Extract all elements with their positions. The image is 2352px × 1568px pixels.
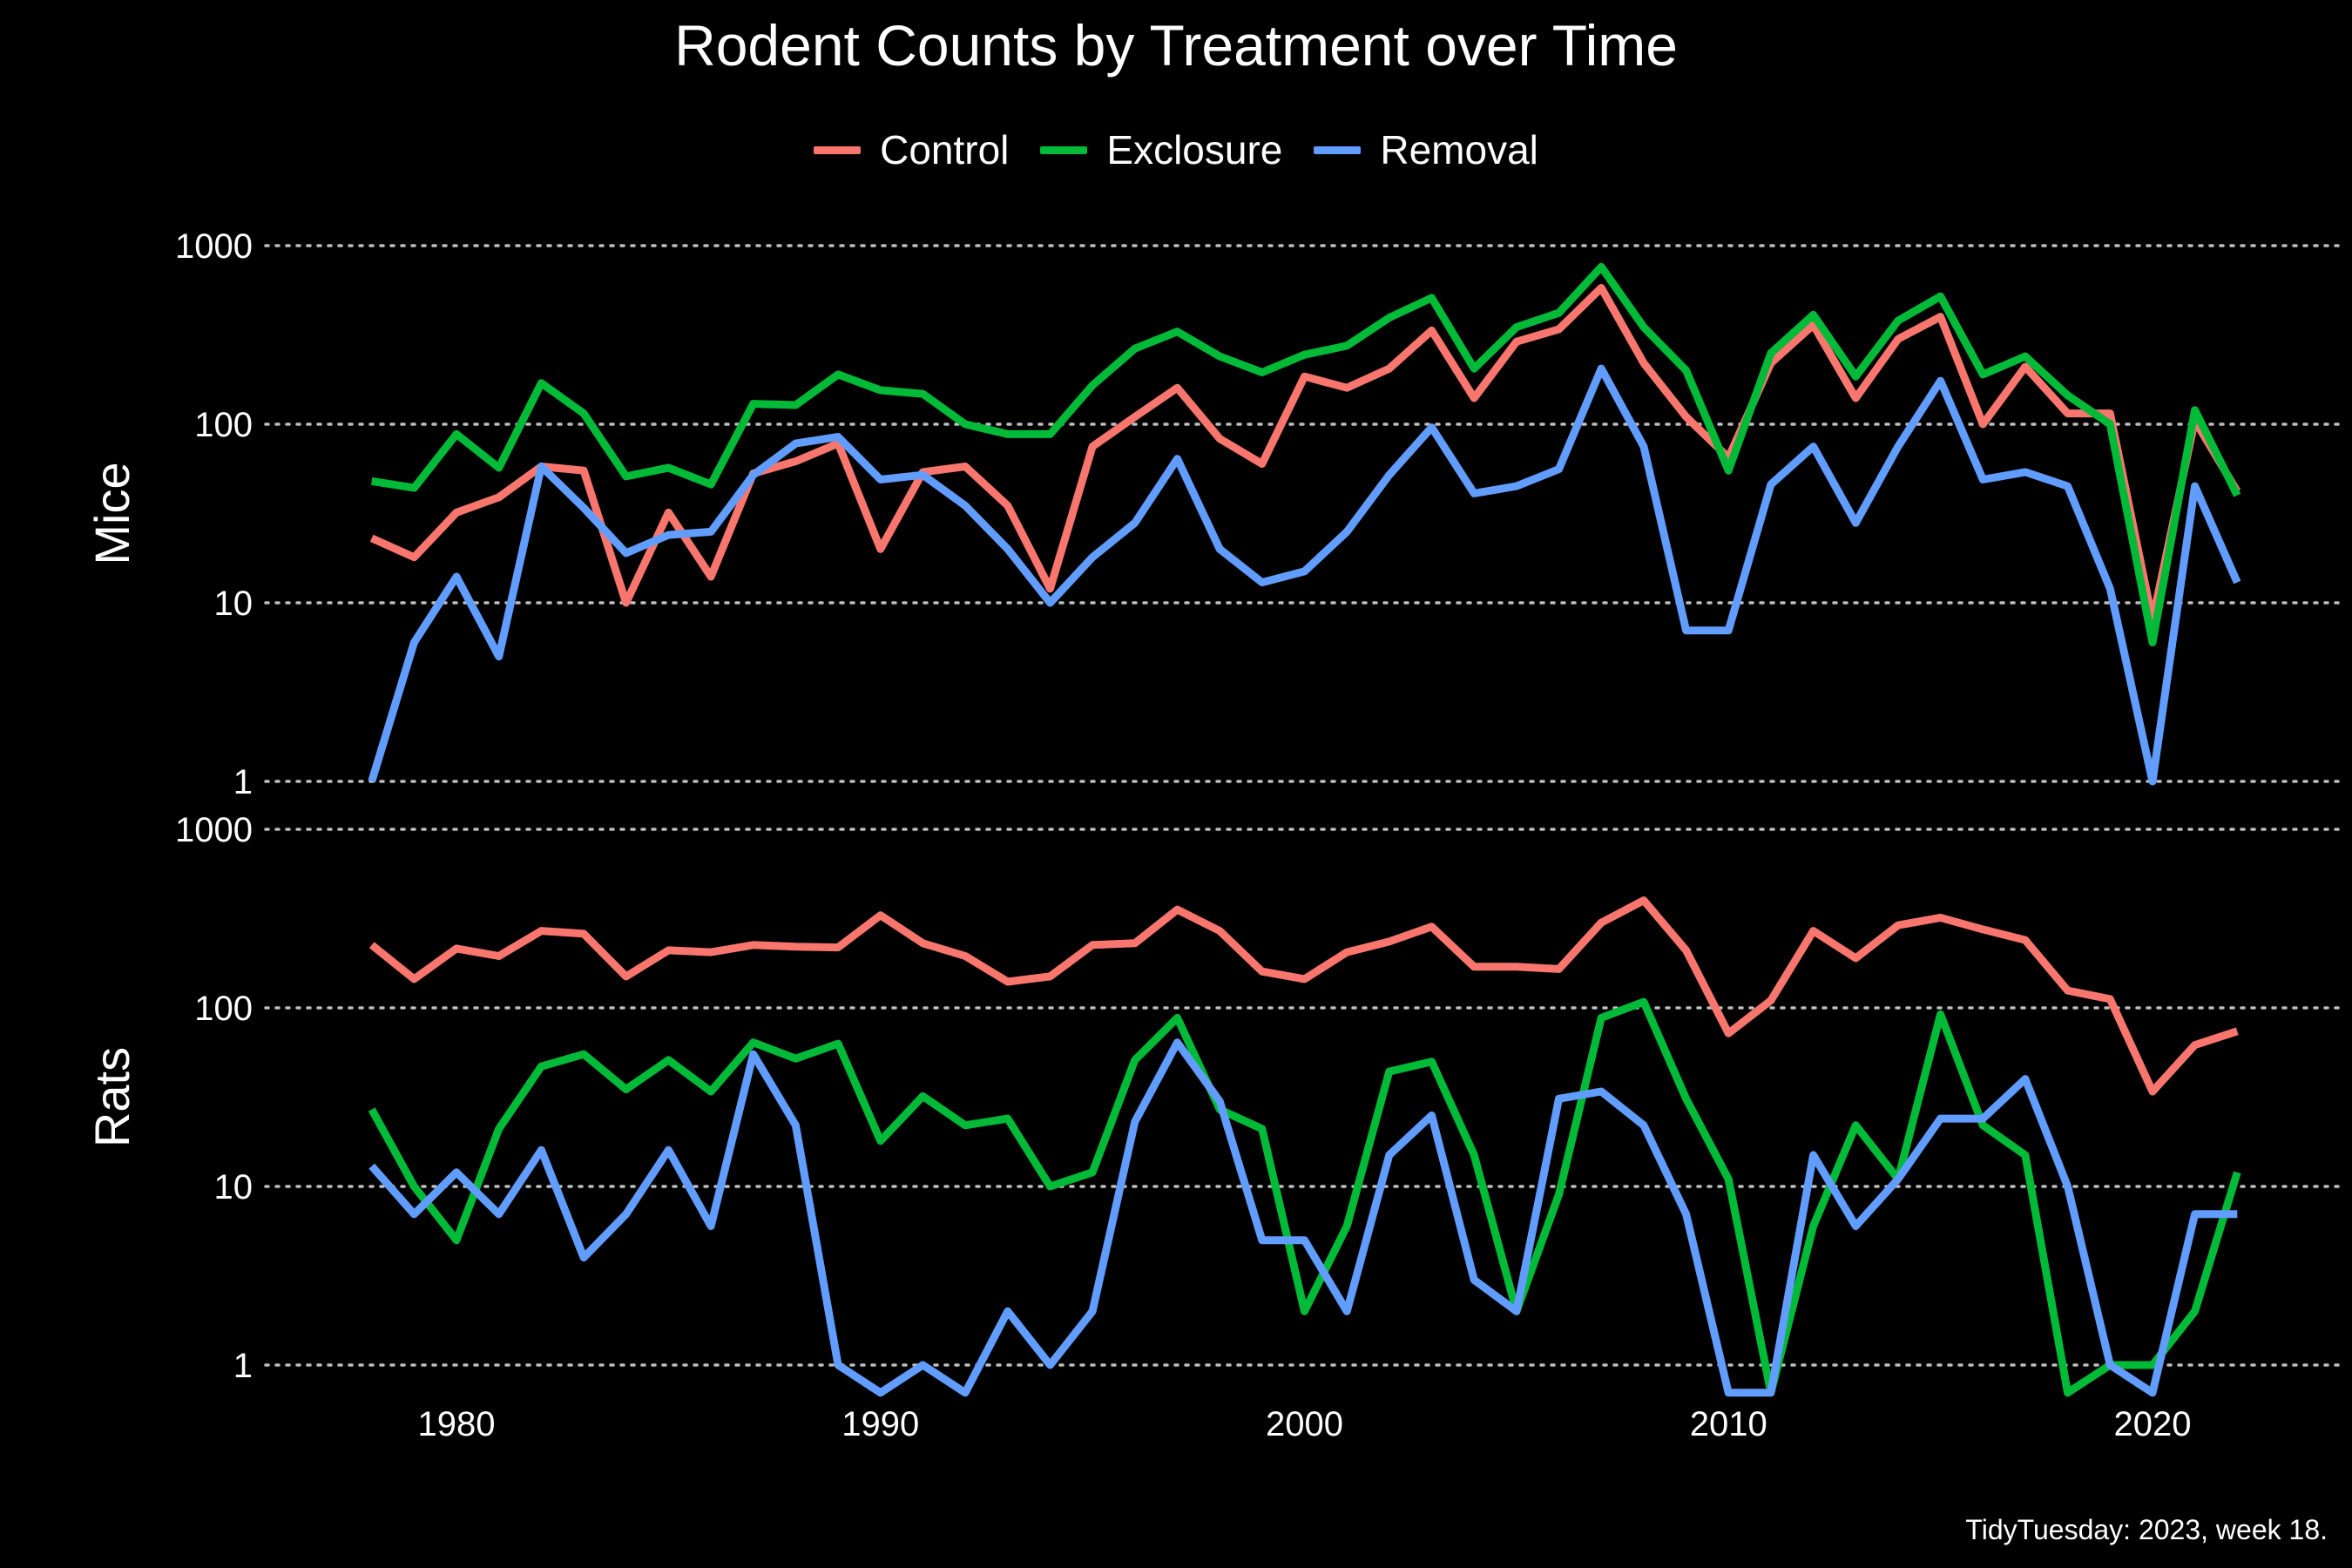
rats-facet-label: Rats: [84, 1047, 139, 1147]
rats-series-exclosure-line: [368, 997, 2241, 1397]
legend-item-exclosure: Exclosure: [1040, 126, 1282, 173]
x-tick-label: 1980: [418, 1405, 496, 1443]
rats-series-control-line: [368, 896, 2239, 1096]
chart-title: Rodent Counts by Treatment over Time: [674, 13, 1678, 78]
legend: Control Exclosure Removal: [0, 126, 2352, 173]
rats-y-tick-label: 10: [214, 1168, 253, 1206]
legend-label-removal: Removal: [1380, 127, 1538, 172]
rats-y-tick-label: 1000: [175, 811, 253, 849]
x-tick-label: 2000: [1266, 1405, 1343, 1443]
legend-swatch-removal: [1314, 145, 1362, 154]
rats-y-tick-label: 100: [194, 990, 253, 1028]
rats-y-tick-label: 1: [233, 1347, 253, 1385]
legend-item-removal: Removal: [1314, 126, 1538, 173]
mice-facet-label: Mice: [84, 462, 139, 564]
x-tick-label: 2020: [2113, 1405, 2191, 1443]
mice-y-tick-label: 1000: [175, 227, 253, 266]
mice-y-tick-label: 10: [214, 585, 253, 623]
legend-swatch-exclosure: [1040, 145, 1088, 154]
legend-label-control: Control: [880, 127, 1010, 172]
mice-series-exclosure-line: [370, 262, 2241, 646]
legend-label-exclosure: Exclosure: [1106, 127, 1283, 172]
mice-series-removal-line: [368, 364, 2241, 786]
x-tick-label: 2010: [1690, 1405, 1767, 1443]
legend-item-control: Control: [814, 126, 1009, 173]
legend-swatch-control: [814, 145, 862, 154]
x-tick-label: 1990: [841, 1405, 919, 1443]
rats-series-removal-line: [368, 1038, 2238, 1397]
mice-y-tick-label: 100: [194, 406, 253, 444]
caption: TidyTuesday: 2023, week 18.: [1965, 1514, 2328, 1545]
mice-y-tick-label: 1: [233, 763, 253, 801]
